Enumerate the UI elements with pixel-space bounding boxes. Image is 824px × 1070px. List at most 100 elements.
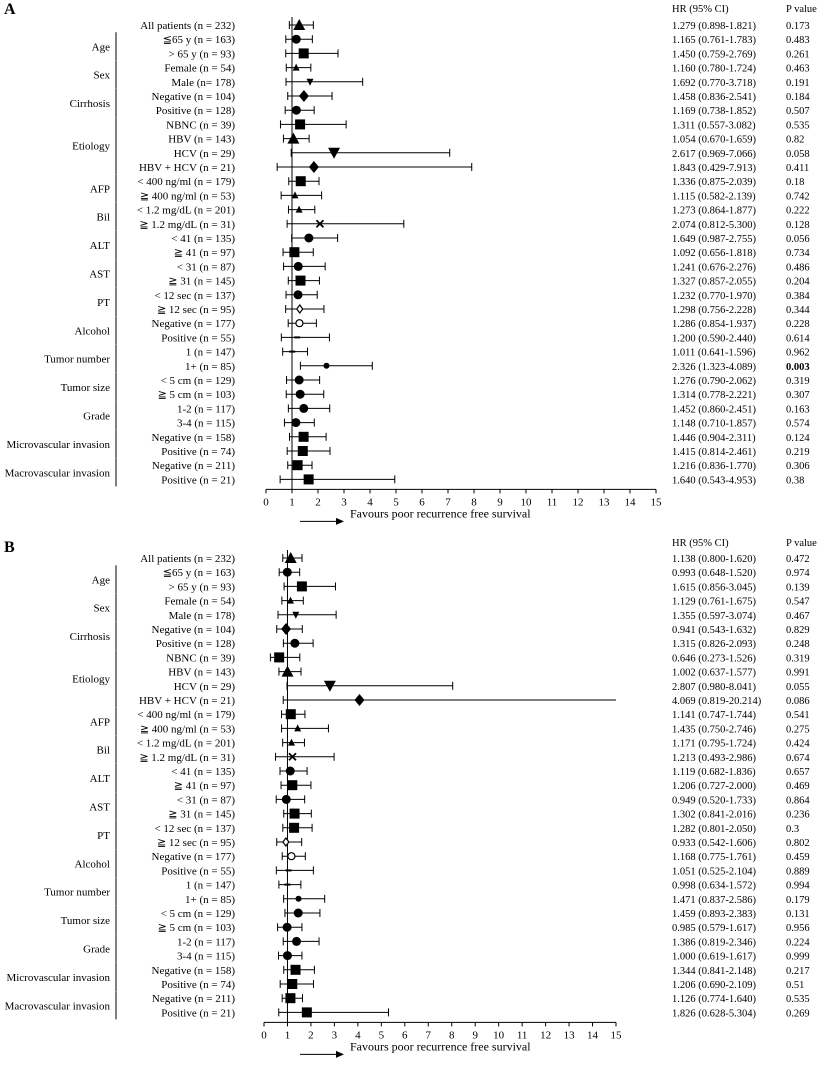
p-value: 0.307 — [786, 390, 810, 401]
hr-marker-square — [292, 460, 303, 471]
hr-ci-value: 1.241 (0.676-2.276) — [672, 262, 756, 273]
row-label: Male (n= 178) — [171, 77, 235, 89]
hr-ci-value: 1.355 (0.597-3.074) — [672, 611, 756, 622]
p-value: 0.469 — [786, 781, 810, 792]
row-label: Positive (n = 55) — [161, 865, 235, 877]
p-value: 0.055 — [786, 682, 810, 693]
row-label: ≧ 400 ng/ml (n = 53) — [140, 190, 236, 202]
hr-ci-value: 1.386 (0.819-2.346) — [672, 937, 756, 948]
x-tick-label: 8 — [449, 1029, 455, 1041]
hr-marker-hollow-diamond — [282, 837, 290, 847]
hr-marker-square — [298, 48, 309, 59]
hr-column-header: HR (95% CI) — [672, 4, 729, 15]
row-label: 1+ (n = 85) — [185, 894, 235, 906]
group-label: Alcohol — [75, 325, 110, 337]
row-label: 3-4 (n = 115) — [177, 951, 235, 963]
p-value: 0.003 — [786, 362, 810, 373]
p-value: 0.459 — [786, 852, 810, 863]
p-value: 0.483 — [786, 35, 810, 46]
p-value: 0.541 — [786, 710, 810, 721]
row-label: ≧ 400 ng/ml (n = 53) — [140, 723, 236, 735]
row-label: NBNC (n = 39) — [166, 652, 235, 664]
row-label: < 41 (n = 135) — [171, 233, 235, 245]
x-tick-label: 0 — [261, 1029, 267, 1041]
hr-marker-dot — [295, 895, 302, 902]
hr-ci-value: 2.074 (0.812-5.300) — [672, 220, 756, 231]
x-tick-label: 6 — [402, 1029, 408, 1041]
panel-label: B — [4, 539, 15, 556]
hr-marker-triangle — [281, 665, 294, 677]
group-label: AST — [89, 269, 110, 281]
hr-marker-diamond — [308, 161, 319, 173]
hr-marker-circle — [293, 908, 303, 918]
hr-ci-value: 1.002 (0.637-1.577) — [672, 668, 756, 679]
x-tick-label: 15 — [651, 496, 663, 508]
hr-ci-value: 1.298 (0.756-2.228) — [672, 305, 756, 316]
p-value: 0.204 — [786, 277, 810, 288]
hr-marker-dot — [323, 362, 330, 369]
row-label: Female (n = 54) — [164, 63, 235, 75]
p-value: 0.3 — [786, 824, 799, 835]
hr-marker-circle — [304, 233, 314, 243]
hr-marker-circle — [293, 290, 303, 300]
hr-marker-circle — [294, 375, 304, 385]
hr-ci-value: 0.998 (0.634-1.572) — [672, 881, 756, 892]
hr-ci-value: 1.435 (0.750-2.746) — [672, 724, 756, 735]
p-value: 0.173 — [786, 21, 810, 32]
row-label: < 12 sec (n = 137) — [154, 823, 235, 835]
row-label: < 400 ng/ml (n = 179) — [137, 709, 235, 721]
row-label: < 41 (n = 135) — [171, 766, 235, 778]
p-value: 0.411 — [786, 163, 809, 174]
group-label: ALT — [90, 773, 111, 785]
row-label: Negative (n = 177) — [152, 318, 236, 330]
x-tick-label: 1 — [285, 1029, 291, 1041]
hr-marker-square — [290, 964, 301, 975]
p-value: 0.163 — [786, 404, 810, 415]
group-label: Cirrhosis — [70, 98, 110, 110]
hr-marker-square — [285, 993, 296, 1004]
row-label: HBV (n = 143) — [168, 667, 235, 679]
hr-marker-diamond — [354, 694, 365, 706]
p-value: 0.535 — [786, 994, 810, 1005]
p-value: 0.384 — [786, 291, 810, 302]
row-label: Negative (n = 211) — [152, 993, 235, 1005]
p-value: 0.547 — [786, 597, 810, 608]
p-value: 0.217 — [786, 966, 810, 977]
p-column-header: P value — [786, 538, 817, 549]
hr-ci-value: 1.232 (0.770-1.970) — [672, 291, 756, 302]
row-label: > 65 y (n = 93) — [169, 581, 236, 593]
hr-ci-value: 1.826 (0.628-5.304) — [672, 1008, 756, 1019]
row-label: > 65 y (n = 93) — [169, 48, 236, 60]
hr-marker-small-triangle — [291, 191, 299, 199]
group-label: Grade — [83, 411, 110, 423]
hr-marker-square — [287, 979, 298, 989]
row-label: ≧ 31 (n = 145) — [168, 276, 235, 288]
p-value: 0.864 — [786, 795, 810, 806]
x-tick-label: 4 — [355, 1029, 361, 1041]
hr-marker-circle — [282, 951, 292, 961]
row-label: < 1.2 mg/dL (n = 201) — [137, 738, 235, 750]
hr-ci-value: 1.011 (0.641-1.596) — [672, 348, 756, 359]
p-value: 0.507 — [786, 106, 810, 117]
hr-ci-value: 0.993 (0.648-1.520) — [672, 568, 756, 579]
row-label: HCV (n = 29) — [174, 148, 236, 160]
x-tick-label: 8 — [471, 496, 477, 508]
group-label: Alcohol — [75, 858, 110, 870]
p-value: 0.574 — [786, 419, 810, 430]
hr-ci-value: 1.446 (0.904-2.311) — [672, 433, 756, 444]
p-value: 0.086 — [786, 696, 810, 707]
hr-marker-square — [285, 709, 296, 720]
x-tick-label: 12 — [540, 1029, 551, 1041]
hr-ci-value: 1.344 (0.841-2.148) — [672, 966, 756, 977]
hr-ci-value: 1.213 (0.493-2.986) — [672, 753, 756, 764]
p-value: 0.889 — [786, 866, 810, 877]
row-label: Positive (n = 55) — [161, 332, 235, 344]
row-label: < 1.2 mg/dL (n = 201) — [137, 205, 235, 217]
row-label: Negative (n = 177) — [152, 851, 236, 863]
row-label: All patients (n = 232) — [140, 553, 235, 565]
row-label: < 5 cm (n = 129) — [161, 908, 236, 920]
hr-ci-value: 1.336 (0.875-2.039) — [672, 177, 756, 188]
row-label: ≧ 41 (n = 97) — [174, 247, 236, 259]
hr-ci-value: 1.640 (0.543-4.953) — [672, 475, 756, 486]
